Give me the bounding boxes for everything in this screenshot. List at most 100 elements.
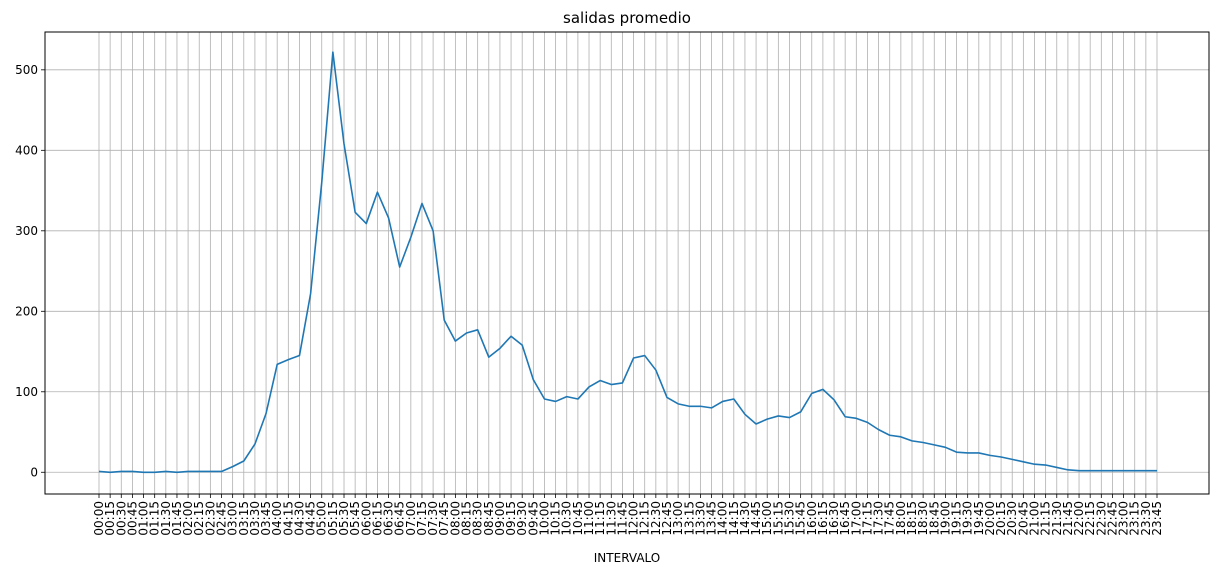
x-tick-label: 01:00 xyxy=(137,501,151,536)
data-point xyxy=(165,470,167,472)
plot-frame xyxy=(44,31,1210,495)
x-tick-label: 06:00 xyxy=(359,501,373,536)
series-line-group xyxy=(98,51,1157,474)
x-tick-label: 05:15 xyxy=(326,501,340,536)
x-tick-label: 15:30 xyxy=(782,501,796,536)
data-point xyxy=(833,399,835,401)
data-point xyxy=(889,434,891,436)
x-tick-label: 12:45 xyxy=(660,501,674,536)
x-tick-label: 13:30 xyxy=(693,501,707,536)
x-tick-label: 18:45 xyxy=(927,501,941,536)
data-point xyxy=(143,471,145,473)
data-point xyxy=(788,417,790,419)
x-tick-label: 06:30 xyxy=(382,501,396,536)
data-point xyxy=(1134,470,1136,472)
data-point xyxy=(276,363,278,365)
data-point xyxy=(900,436,902,438)
data-point xyxy=(376,191,378,193)
data-point xyxy=(310,293,312,295)
y-tick-label: 500 xyxy=(15,63,38,77)
x-tick-label: 07:15 xyxy=(415,501,429,536)
data-point xyxy=(109,471,111,473)
data-point xyxy=(655,369,657,371)
data-point xyxy=(800,411,802,413)
x-tick-label: 01:45 xyxy=(170,501,184,536)
x-tick-label: 06:15 xyxy=(370,501,384,536)
data-point xyxy=(265,413,267,415)
x-tick-label: 21:00 xyxy=(1027,501,1041,536)
x-tick-label: 13:15 xyxy=(682,501,696,536)
x-tick-label: 17:45 xyxy=(883,501,897,536)
data-point xyxy=(120,470,122,472)
x-tick-label: 11:00 xyxy=(582,501,596,536)
x-tick-label: 09:00 xyxy=(493,501,507,536)
x-tick-label: 04:45 xyxy=(304,501,318,536)
data-point xyxy=(967,452,969,454)
x-tick-label: 16:30 xyxy=(827,501,841,536)
x-tick-label: 12:30 xyxy=(649,501,663,536)
x-tick-label: 22:00 xyxy=(1072,501,1086,536)
x-tick-label: 23:30 xyxy=(1139,501,1153,536)
x-tick-label: 07:30 xyxy=(426,501,440,536)
x-tick-label: 07:00 xyxy=(404,501,418,536)
x-tick-label: 12:00 xyxy=(627,501,641,536)
data-point xyxy=(610,384,612,386)
data-point xyxy=(154,471,156,473)
data-point xyxy=(733,398,735,400)
x-tick-label: 21:45 xyxy=(1061,501,1075,536)
x-tick-label: 11:15 xyxy=(593,501,607,536)
data-point xyxy=(532,379,534,381)
data-point xyxy=(1145,470,1147,472)
data-point xyxy=(722,400,724,402)
x-tick-label: 20:00 xyxy=(983,501,997,536)
x-tick-label: 08:00 xyxy=(448,501,462,536)
x-tick-label: 17:00 xyxy=(849,501,863,536)
y-tick-label: 0 xyxy=(30,465,38,479)
x-tick-label: 10:45 xyxy=(571,501,585,536)
data-point xyxy=(243,460,245,462)
data-point xyxy=(365,223,367,225)
x-tick-label: 10:30 xyxy=(560,501,574,536)
x-tick-label: 06:45 xyxy=(393,501,407,536)
y-tick-label: 200 xyxy=(15,304,38,318)
x-tick-label: 03:00 xyxy=(226,501,240,536)
data-point xyxy=(621,382,623,384)
data-point xyxy=(232,466,234,468)
x-tick-label: 05:45 xyxy=(348,501,362,536)
data-point xyxy=(978,452,980,454)
data-point xyxy=(855,417,857,419)
data-point xyxy=(989,454,991,456)
data-point xyxy=(298,355,300,357)
x-tick-label: 03:15 xyxy=(237,501,251,536)
x-tick-label: 04:30 xyxy=(292,501,306,536)
x-tick-label: 12:15 xyxy=(638,501,652,536)
x-tick-label: 20:30 xyxy=(1005,501,1019,536)
x-tick-label: 23:15 xyxy=(1128,501,1142,536)
data-point xyxy=(922,441,924,443)
x-tick-label: 23:00 xyxy=(1117,501,1131,536)
x-tick-label: 00:30 xyxy=(114,501,128,536)
data-point xyxy=(944,446,946,448)
data-point xyxy=(543,398,545,400)
x-tick-label: 21:30 xyxy=(1050,501,1064,536)
x-tick-label: 09:15 xyxy=(504,501,518,536)
x-tick-label: 02:30 xyxy=(203,501,217,536)
data-point xyxy=(321,182,323,184)
y-tick-label: 300 xyxy=(15,224,38,238)
x-tick-label: 21:15 xyxy=(1039,501,1053,536)
y-tick-label: 100 xyxy=(15,385,38,399)
x-tick-label: 17:30 xyxy=(872,501,886,536)
data-point xyxy=(555,400,557,402)
data-point xyxy=(633,357,635,359)
x-axis-label: INTERVALO xyxy=(594,551,660,565)
data-point xyxy=(521,344,523,346)
data-point xyxy=(956,451,958,453)
x-tick-label: 20:15 xyxy=(994,501,1008,536)
data-point xyxy=(866,421,868,423)
data-point xyxy=(488,356,490,358)
x-tick-label: 22:45 xyxy=(1105,501,1119,536)
data-point xyxy=(1078,470,1080,472)
x-tick-label: 03:45 xyxy=(259,501,273,536)
series-line xyxy=(98,51,1157,474)
x-tick-label: 02:15 xyxy=(192,501,206,536)
